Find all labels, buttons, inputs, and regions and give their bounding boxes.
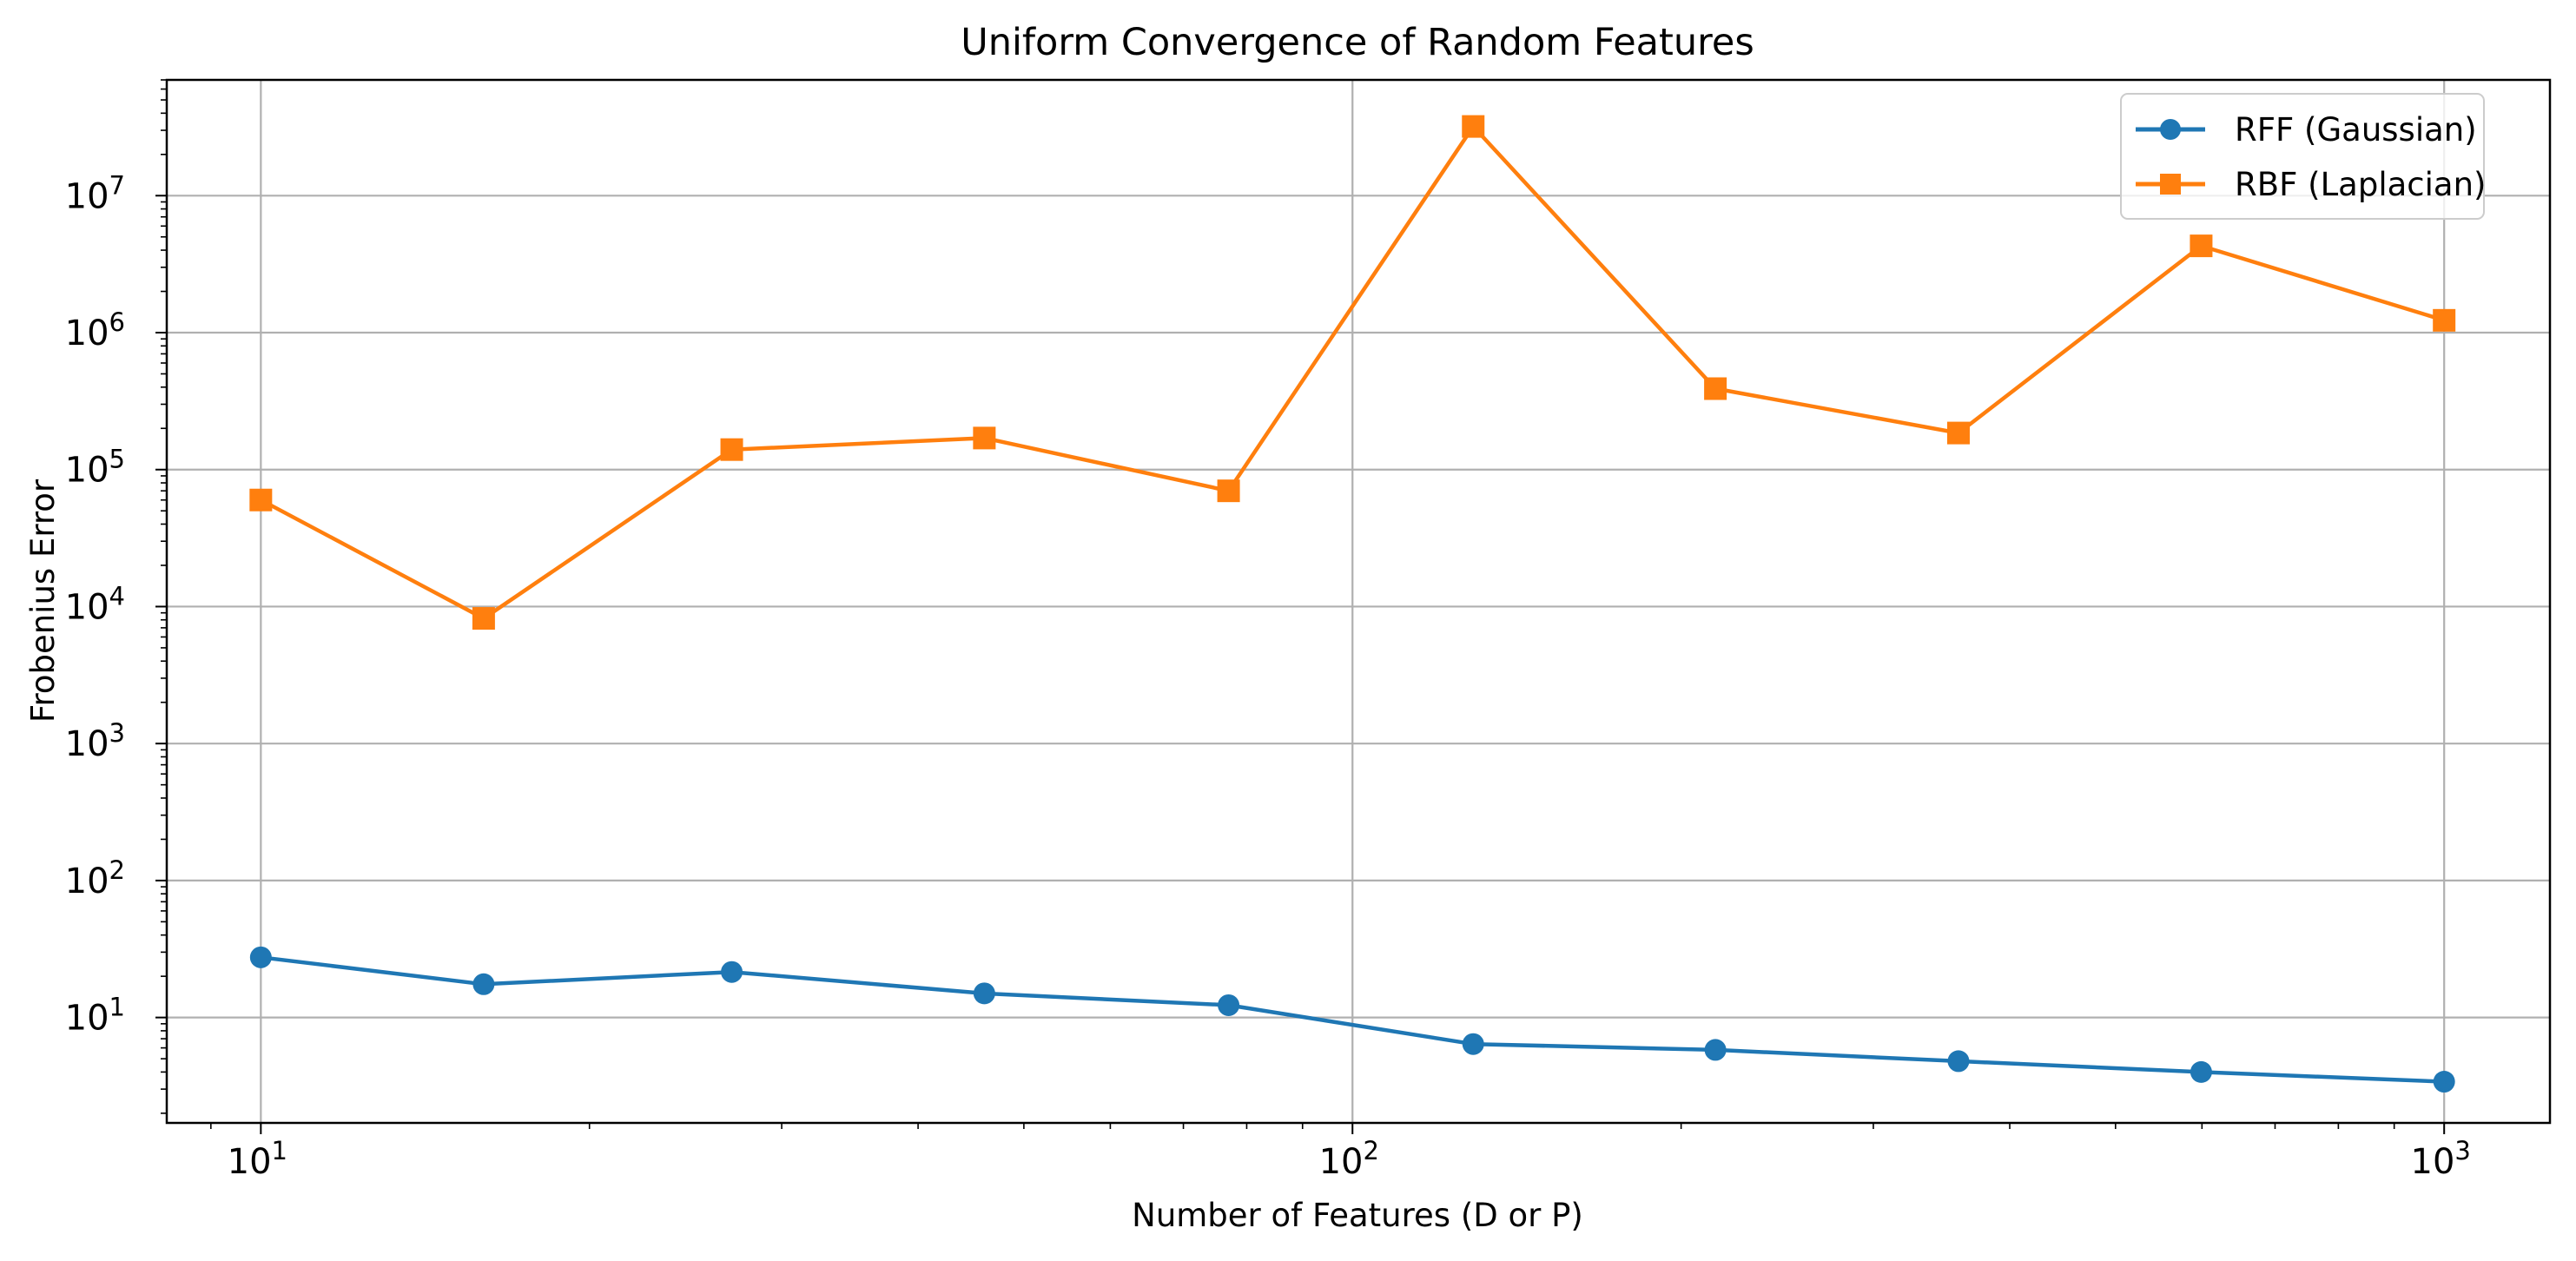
data-point-rbf <box>720 438 743 461</box>
data-point-rbf <box>1704 377 1727 400</box>
axis-ticks: 101 102 103 101 102 103 104 105 106 107 <box>65 79 2471 1182</box>
legend-marker-rff <box>2160 119 2181 140</box>
data-point-rbf <box>472 607 495 630</box>
plot-series <box>249 115 2456 1093</box>
data-point-rbf <box>1946 421 1970 445</box>
legend-label-rff: RFF (Gaussian) <box>2235 111 2477 149</box>
legend-marker-rbf <box>2160 174 2181 195</box>
data-point-rbf <box>973 426 996 450</box>
data-point-rbf <box>1217 479 1240 503</box>
series-line-1 <box>260 124 2445 621</box>
y-tick-label: 103 <box>65 718 125 764</box>
legend: RFF (Gaussian) RBF (Laplacian) <box>2120 93 2486 220</box>
data-point-rbf <box>2433 308 2456 332</box>
data-point-rbf <box>249 488 273 512</box>
data-point-rff <box>721 961 743 983</box>
y-tick-label: 105 <box>65 445 125 491</box>
plot-frame <box>165 78 2552 1125</box>
data-point-rff <box>1218 994 1240 1016</box>
y-tick-label: 101 <box>65 993 125 1039</box>
chart-title: Uniform Convergence of Random Features <box>961 21 1754 64</box>
x-axis-label: Number of Features (D or P) <box>1132 1197 1583 1234</box>
data-point-rbf <box>2190 234 2213 258</box>
x-tick-label: 103 <box>2411 1136 2471 1182</box>
legend-label-rbf: RBF (Laplacian) <box>2235 166 2486 203</box>
y-tick-label: 106 <box>65 307 125 353</box>
x-tick-label: 101 <box>228 1136 287 1182</box>
data-point-rff <box>2433 1071 2455 1093</box>
data-point-rbf <box>1462 115 1485 138</box>
y-tick-label: 102 <box>65 855 125 901</box>
data-point-rff <box>973 982 995 1005</box>
y-tick-label: 107 <box>65 170 125 216</box>
legend-box <box>2120 93 2485 220</box>
data-point-rff <box>249 946 272 968</box>
data-point-rff <box>472 973 495 995</box>
series-line-0 <box>261 955 2445 1084</box>
data-point-rff <box>2190 1060 2212 1083</box>
y-axis-label: Frobenius Error <box>24 479 62 723</box>
data-point-rff <box>1704 1039 1727 1061</box>
y-tick-label: 104 <box>65 581 125 627</box>
data-point-rff <box>1462 1033 1484 1055</box>
x-tick-label: 102 <box>1319 1136 1379 1182</box>
data-point-rff <box>1947 1050 1970 1073</box>
